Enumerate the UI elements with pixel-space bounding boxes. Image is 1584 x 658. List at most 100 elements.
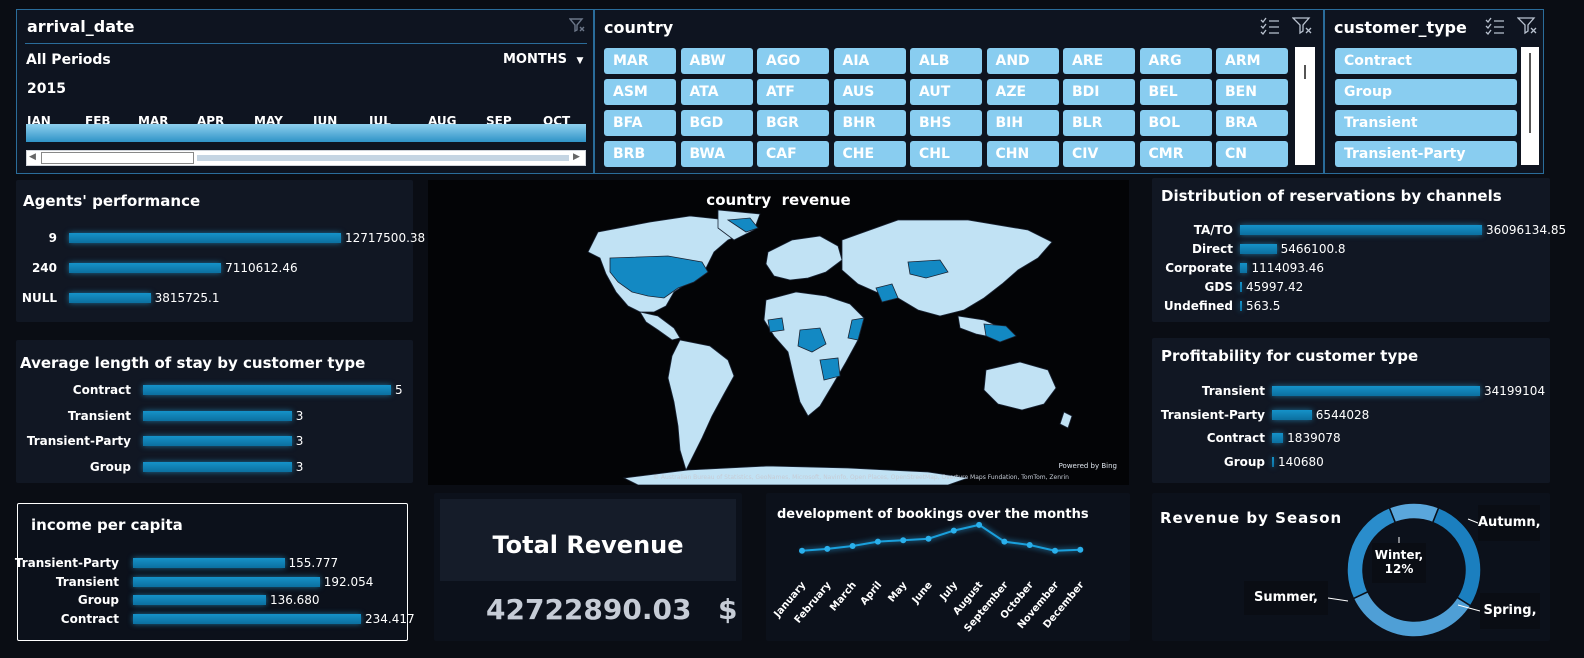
west-africa-highlight [767,317,785,333]
granularity-dropdown[interactable]: MONTHS ▼ [503,52,583,67]
country-chip[interactable]: AIA [833,48,906,74]
timeline-bar[interactable] [26,124,586,142]
season-slice-spring[interactable] [1431,506,1482,607]
country-chip[interactable]: ATA [680,79,753,105]
profit-bar[interactable] [1272,386,1480,396]
country-chip[interactable]: AUT [910,79,982,105]
customer-type-chip[interactable]: Contract [1335,48,1517,74]
country-scrollbar[interactable] [1295,47,1315,165]
country-chip[interactable]: CAF [757,141,829,167]
select-all-icon[interactable] [1260,17,1280,35]
stay-bar[interactable] [143,385,391,395]
country-chip[interactable]: BDI [1063,79,1135,105]
channels-bar[interactable] [1240,301,1242,311]
income-bar[interactable] [133,576,320,587]
bookings-point[interactable] [1001,538,1008,545]
channels-bar[interactable] [1240,282,1242,292]
bookings-point[interactable] [1052,547,1058,554]
select-all-icon[interactable] [1485,17,1505,35]
agents-bar[interactable] [69,263,222,273]
country-chip[interactable]: CHE [833,141,906,167]
country-chip[interactable]: MAR [604,48,676,74]
bookings-point[interactable] [900,537,907,544]
agents-bar[interactable] [69,233,341,243]
bookings-point[interactable] [874,538,881,545]
clear-filter-icon[interactable] [1291,16,1314,36]
customer-type-chip[interactable]: Transient-Party [1335,141,1517,167]
income-bar[interactable] [133,558,285,568]
scroll-right-icon[interactable]: ▶ [573,152,580,162]
country-chip[interactable]: BGD [680,110,753,136]
country-chip[interactable]: AND [986,48,1059,74]
country-chip[interactable]: BGR [757,110,829,136]
customer-type-chip[interactable]: Group [1335,79,1517,105]
country-chip[interactable]: BIH [986,110,1059,136]
scroll-left-icon[interactable]: ◀ [29,152,36,162]
country-chip[interactable]: CHL [910,141,982,167]
country-chip[interactable]: BWA [680,141,753,167]
scroll-thumb[interactable] [41,152,194,164]
season-slice-winter[interactable] [1388,502,1440,524]
timeline-scrollbar[interactable]: ◀ ▶ [26,150,586,166]
income-bar[interactable] [133,595,266,605]
country-chip[interactable]: ARM [1216,48,1288,74]
country-chip[interactable]: BEN [1216,79,1288,105]
bookings-point[interactable] [1077,546,1084,553]
country-chip[interactable]: ASM [604,79,676,105]
country-chip[interactable]: CIV [1063,141,1135,167]
country-chip[interactable]: ATF [757,79,829,105]
country-chip[interactable]: ABW [680,48,753,74]
bookings-point[interactable] [1026,542,1033,548]
country-chip[interactable]: BOL [1139,110,1212,136]
antarctica-region [622,465,969,485]
country-chip[interactable]: CHN [986,141,1059,167]
profit-bar[interactable] [1272,456,1274,467]
total-revenue-title: Total Revenue [492,531,684,559]
country-chip[interactable]: ALB [910,48,982,74]
country-chip[interactable]: AGO [757,48,829,74]
clear-filter-icon[interactable] [568,17,585,33]
country-chip[interactable]: ARE [1063,48,1135,74]
bookings-point[interactable] [976,521,983,528]
china-highlight [907,259,949,279]
country-chip[interactable]: AUS [833,79,906,105]
income-bar[interactable] [133,613,361,624]
customer-type-title: customer_type [1334,18,1467,37]
income-title: income per capita [31,516,183,534]
bookings-point[interactable] [824,545,831,552]
bookings-point[interactable] [950,527,957,534]
season-slice-summer[interactable] [1352,590,1472,638]
country-chip[interactable]: BRB [604,141,676,167]
stay-bar[interactable] [143,410,292,421]
customer-type-chip[interactable]: Transient [1335,110,1517,136]
agents-bar[interactable] [69,293,151,303]
country-chip[interactable]: BEL [1139,79,1212,105]
channels-bar[interactable] [1240,263,1248,273]
profit-bar[interactable] [1272,409,1312,420]
bookings-point[interactable] [799,547,805,554]
country-chip[interactable]: BHS [910,110,982,136]
country-chip[interactable]: ARG [1139,48,1212,74]
profit-bar[interactable] [1272,433,1284,443]
country-chip[interactable]: BFA [604,110,676,136]
country-chip[interactable]: AZE [986,79,1059,105]
season-slice-autumn[interactable] [1346,506,1397,600]
country-chip[interactable]: BRA [1216,110,1288,136]
clear-filter-icon[interactable] [1516,16,1539,36]
bookings-point[interactable] [925,535,932,542]
country-chip[interactable]: BHR [833,110,906,136]
bookings-point[interactable] [849,542,856,549]
channels-bar[interactable] [1240,225,1482,235]
stay-bar[interactable] [143,461,292,472]
country-chip[interactable]: CMR [1139,141,1212,167]
stay-bar[interactable] [143,436,292,446]
stay-value-label: 3 [295,459,304,474]
country-chip[interactable]: CN [1216,141,1288,167]
customer-scrollbar[interactable] [1521,47,1539,165]
country-chip[interactable]: BLR [1063,110,1135,136]
scroll-thumb[interactable] [1529,53,1531,133]
scroll-thumb[interactable] [1304,65,1306,79]
world-map[interactable] [428,180,1129,485]
channels-bar[interactable] [1240,244,1277,254]
channels-value-label: 5466100.8 [1280,242,1346,256]
